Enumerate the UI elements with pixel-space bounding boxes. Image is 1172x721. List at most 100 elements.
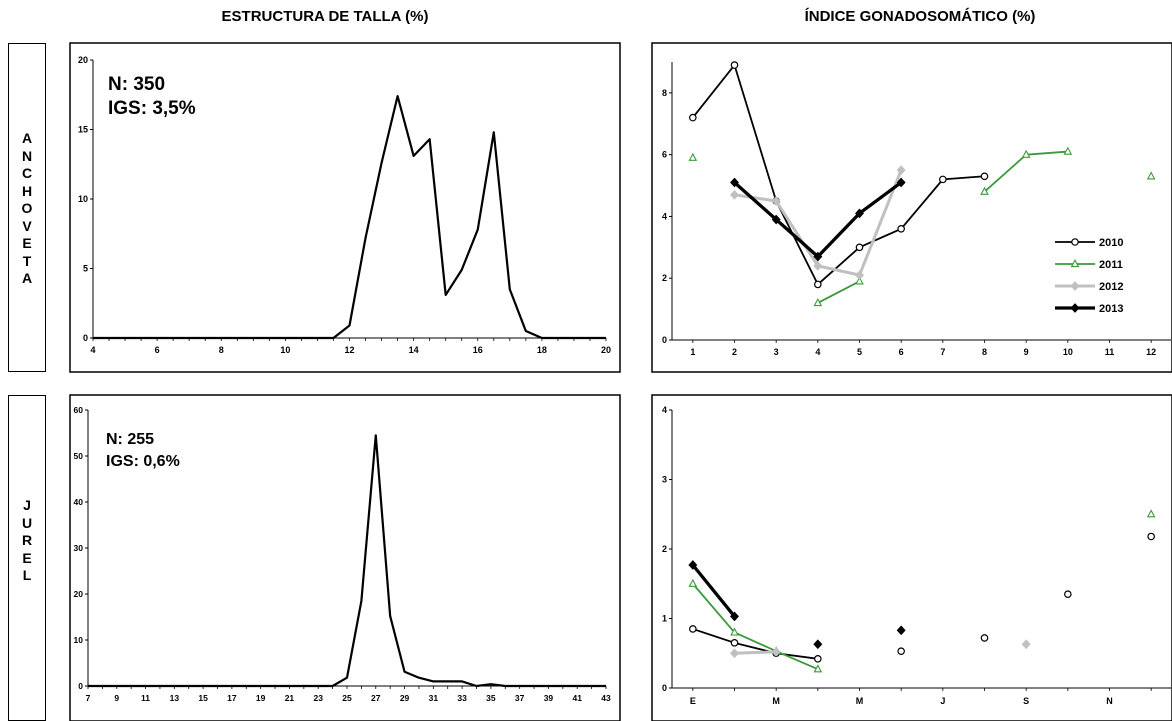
talla-jurel-x-tick-label: 35	[486, 693, 496, 703]
igs-anchoveta-x-tick-label: 11	[1105, 347, 1115, 357]
igs-jurel-y-tick-label: 4	[662, 405, 667, 415]
igs-jurel-point-2011	[813, 664, 823, 673]
talla-anchoveta-x-tick-label: 6	[155, 345, 160, 355]
igs-anchoveta-point-2013	[854, 208, 865, 219]
igs-anchoveta-point-2011	[688, 152, 698, 161]
igs-anchoveta-y-tick-label: 0	[662, 335, 667, 345]
igs-anchoveta-y-tick-label: 8	[662, 88, 667, 98]
igs-jurel-x-tick-label: S	[1023, 696, 1029, 706]
talla-jurel-x-tick-label: 21	[285, 693, 295, 703]
igs-jurel-x-tick-label: M	[856, 696, 864, 706]
igs-anchoveta-point-2012	[729, 189, 740, 200]
igs-anchoveta-x-tick-label: 3	[774, 347, 779, 357]
talla-anchoveta-x-tick-label: 4	[90, 345, 95, 355]
talla-anchoveta-x-tick-label: 8	[219, 345, 224, 355]
igs-anchoveta-point-2011	[1146, 171, 1156, 180]
igs-anchoveta-y-tick-label: 6	[662, 150, 667, 160]
igs-anchoveta-point-2010	[689, 113, 697, 122]
igs-anchoveta-series-2010-line	[692, 64, 985, 286]
igs-jurel-point-2011	[1146, 509, 1156, 518]
talla-anchoveta-x-tick-label: 14	[409, 345, 419, 355]
side-label-anchoveta: A N C H O V E T A	[21, 130, 33, 286]
talla-jurel-x-tick-label: 27	[371, 693, 381, 703]
igs-jurel-x-tick-label: E	[690, 696, 696, 706]
igs-anchoveta-x-tick-label: 7	[940, 347, 945, 357]
igs-jurel-point-2012	[729, 648, 740, 659]
igs-jurel-point-2013	[688, 560, 698, 570]
igs-anchoveta-legend-marker-2012	[1070, 281, 1080, 291]
talla-jurel-x-tick-label: 39	[544, 693, 554, 703]
igs-jurel-point-2010	[897, 647, 905, 655]
igs-jurel-x-tick-label: M	[772, 696, 780, 706]
talla-jurel-y-tick-label: 30	[74, 543, 84, 553]
igs-anchoveta-point-2010	[855, 243, 864, 252]
igs-jurel-point-2010	[730, 639, 739, 647]
igs-anchoveta-legend-label-2012: 2012	[1099, 281, 1123, 293]
talla-anchoveta-y-tick-label: 20	[78, 55, 88, 65]
talla-jurel-y-tick-label: 50	[74, 451, 84, 461]
talla-jurel-x-tick-label: 31	[429, 693, 439, 703]
igs-anchoveta-point-2011	[813, 297, 823, 307]
talla-jurel-series-talla-line	[88, 434, 606, 688]
igs-anchoveta-x-tick-label: 9	[1024, 347, 1029, 357]
talla-jurel-y-tick-label: 10	[74, 635, 84, 645]
igs-anchoveta-point-2010	[980, 172, 989, 181]
igs-anchoveta-frame	[651, 42, 1172, 373]
igs-jurel-frame	[651, 394, 1172, 721]
side-label-anchoveta-box: A N C H O V E T A	[8, 43, 46, 372]
igs-anchoveta-legend-marker-2010	[1071, 238, 1079, 246]
talla-jurel-y-tick-label: 60	[74, 405, 84, 415]
igs-anchoveta-x-tick-label: 4	[815, 347, 820, 357]
title-igs: ÍNDICE GONADOSOMÁTICO (%)	[804, 8, 1036, 25]
igs-anchoveta-point-2012	[771, 196, 781, 206]
talla-jurel-x-tick-label: 9	[114, 693, 119, 703]
talla-jurel-x-tick-label: 13	[170, 693, 180, 703]
talla-anchoveta-y-tick-label: 15	[78, 125, 88, 135]
igs-jurel-y-tick-label: 1	[662, 614, 667, 624]
igs-anchoveta-point-2012	[854, 270, 865, 281]
igs-jurel-point-2011	[730, 627, 739, 636]
talla-jurel-x-tick-label: 19	[256, 693, 266, 703]
igs-anchoveta-series-2013-line	[733, 181, 903, 259]
igs-anchoveta-x-tick-label: 5	[857, 347, 862, 357]
igs-anchoveta-legend-label-2013: 2013	[1099, 303, 1123, 315]
igs-anchoveta-point-2011	[1063, 146, 1073, 155]
igs-jurel-point-2012	[1021, 639, 1031, 650]
jurel-n-annotation: N: 255	[106, 431, 155, 448]
talla-jurel-x-tick-label: 17	[227, 693, 237, 703]
igs-anchoveta-point-2013	[813, 251, 823, 262]
talla-jurel-y-tick-label: 40	[74, 497, 84, 507]
igs-anchoveta-x-tick-label: 6	[899, 347, 904, 357]
igs-jurel-point-2010	[814, 655, 822, 663]
talla-jurel-x-tick-label: 43	[601, 693, 611, 703]
talla-jurel-y-tick-label: 0	[78, 681, 83, 691]
igs-anchoveta-legend-label-2010: 2010	[1099, 237, 1123, 249]
talla-jurel-x-tick-label: 15	[198, 693, 208, 703]
igs-anchoveta-legend-label-2011: 2011	[1099, 259, 1123, 271]
igs-jurel-y-tick-label: 3	[662, 475, 667, 485]
talla-anchoveta-x-tick-label: 18	[537, 345, 547, 355]
igs-jurel-point-2012	[771, 646, 781, 657]
igs-jurel-point-2013	[813, 639, 823, 650]
talla-anchoveta-series-talla-line	[93, 95, 606, 340]
talla-anchoveta-x-tick-label: 20	[601, 345, 611, 355]
igs-anchoveta-point-2010	[897, 225, 905, 233]
talla-anchoveta-frame	[69, 42, 621, 373]
title-talla: ESTRUCTURA DE TALLA (%)	[221, 8, 429, 25]
side-label-jurel: J U R E L	[21, 497, 33, 583]
talla-jurel-x-tick-label: 33	[457, 693, 467, 703]
igs-anchoveta-legend-marker-2013	[1070, 303, 1080, 313]
igs-jurel-y-tick-label: 2	[662, 544, 667, 554]
igs-anchoveta-x-tick-label: 12	[1146, 347, 1156, 357]
anchoveta-n-annotation: N: 350	[108, 74, 166, 95]
talla-jurel-x-tick-label: 41	[572, 693, 582, 703]
igs-jurel-point-2010	[1147, 532, 1155, 541]
jurel-igs-annotation: IGS: 0,6%	[106, 453, 180, 470]
igs-anchoveta-point-2013	[771, 214, 781, 225]
igs-anchoveta-point-2010	[730, 61, 739, 69]
igs-anchoveta-point-2013	[729, 177, 740, 188]
igs-jurel-series-2012-line	[734, 650, 777, 655]
igs-jurel-x-tick-label: J	[940, 696, 945, 706]
talla-anchoveta-y-tick-label: 0	[83, 333, 88, 343]
igs-jurel-point-2013	[729, 611, 740, 622]
